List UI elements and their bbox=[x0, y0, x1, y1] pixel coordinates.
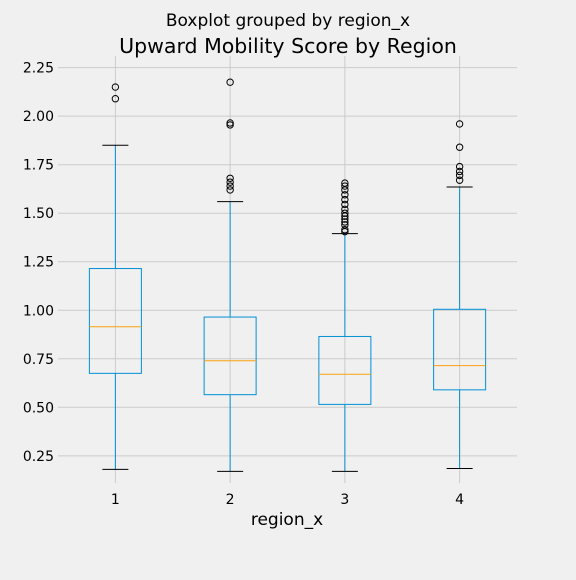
x-tick-label: 4 bbox=[455, 492, 464, 508]
chart-title: Upward Mobility Score by Region bbox=[119, 34, 457, 58]
y-tick-label: 1.25 bbox=[23, 255, 54, 271]
y-axis-ticks: 0.25 0.50 0.75 1.00 1.25 1.50 1.75 2.00 2.25 bbox=[23, 61, 54, 465]
x-tick-label: 1 bbox=[111, 492, 120, 508]
y-tick-label: 1.00 bbox=[23, 303, 54, 319]
y-tick-label: 2.25 bbox=[23, 61, 54, 77]
x-tick-label: 3 bbox=[340, 492, 349, 508]
x-axis-label: region_x bbox=[251, 510, 323, 530]
y-tick-label: 0.50 bbox=[23, 400, 54, 416]
y-tick-label: 0.25 bbox=[23, 449, 54, 465]
y-tick-label: 2.00 bbox=[23, 109, 54, 125]
y-tick-label: 0.75 bbox=[23, 352, 54, 368]
y-tick-label: 1.75 bbox=[23, 158, 54, 174]
chart-suptitle: Boxplot grouped by region_x bbox=[166, 11, 410, 31]
x-tick-label: 2 bbox=[226, 492, 235, 508]
y-tick-label: 1.50 bbox=[23, 206, 54, 222]
